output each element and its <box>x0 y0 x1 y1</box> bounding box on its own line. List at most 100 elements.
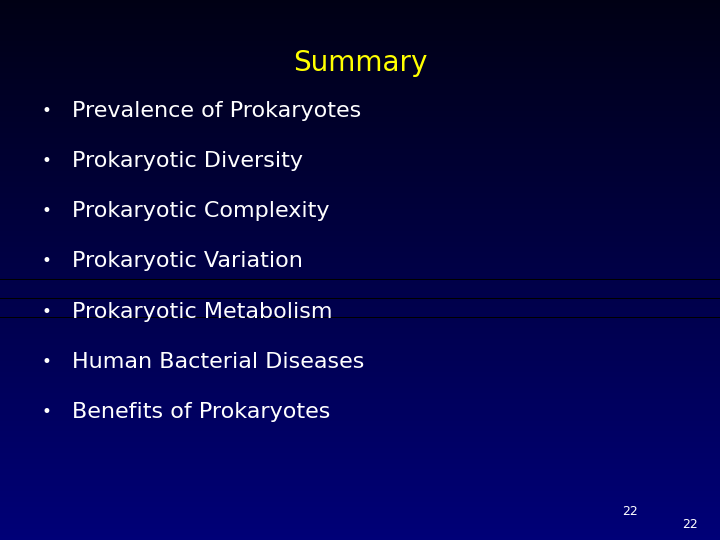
Bar <box>0 526 720 529</box>
Bar <box>0 92 720 95</box>
Bar <box>0 106 720 109</box>
Bar <box>0 30 720 32</box>
Bar <box>0 445 720 448</box>
Text: •: • <box>42 152 52 170</box>
Bar <box>0 500 720 502</box>
Bar <box>0 152 720 154</box>
Bar <box>0 502 720 505</box>
Bar <box>0 204 720 206</box>
Bar <box>0 469 720 472</box>
Bar <box>0 63 720 65</box>
Bar <box>0 355 720 358</box>
Bar <box>0 421 720 423</box>
Bar <box>0 22 720 24</box>
Bar <box>0 100 720 103</box>
Bar <box>0 480 720 483</box>
Bar <box>0 122 720 125</box>
Bar <box>0 350 720 353</box>
Bar <box>0 24 720 27</box>
Bar <box>0 437 720 440</box>
Bar <box>0 154 720 157</box>
Bar <box>0 336 720 339</box>
Bar <box>0 109 720 111</box>
Bar <box>0 532 720 535</box>
Bar <box>0 239 720 241</box>
Bar <box>0 117 720 119</box>
Bar <box>0 529 720 532</box>
Bar <box>0 258 720 260</box>
Bar <box>0 486 720 489</box>
Bar <box>0 415 720 418</box>
Bar <box>0 179 720 182</box>
Bar <box>0 508 720 510</box>
Bar <box>0 440 720 442</box>
Bar <box>0 57 720 60</box>
Bar <box>0 244 720 247</box>
Bar <box>0 220 720 222</box>
Bar <box>0 60 720 63</box>
Bar <box>0 241 720 244</box>
Text: Prokaryotic Variation: Prokaryotic Variation <box>72 251 303 272</box>
Bar <box>0 182 720 185</box>
Bar <box>0 402 720 404</box>
Bar <box>0 209 720 212</box>
Bar <box>0 293 720 296</box>
Bar <box>0 442 720 445</box>
Bar <box>0 410 720 413</box>
Bar <box>0 374 720 377</box>
Bar <box>0 285 720 288</box>
Bar <box>0 431 720 434</box>
Bar <box>0 136 720 138</box>
Bar <box>0 212 720 214</box>
Bar <box>0 130 720 133</box>
Bar <box>0 461 720 464</box>
Bar <box>0 347 720 350</box>
Bar <box>0 82 720 84</box>
Bar <box>0 174 720 177</box>
Bar <box>0 282 720 285</box>
Bar <box>0 43 720 46</box>
Text: Prevalence of Prokaryotes: Prevalence of Prokaryotes <box>72 100 361 121</box>
Bar <box>0 206 720 209</box>
Text: 22: 22 <box>682 518 698 531</box>
Bar <box>0 49 720 51</box>
Bar <box>0 14 720 16</box>
Bar <box>0 247 720 249</box>
Bar <box>0 483 720 485</box>
Bar <box>0 334 720 336</box>
Bar <box>0 98 720 100</box>
Bar <box>0 394 720 396</box>
Bar <box>0 236 720 239</box>
Bar <box>0 477 720 480</box>
Bar <box>0 399 720 402</box>
Bar <box>0 291 720 293</box>
Bar <box>0 55 720 57</box>
Bar <box>0 87 720 90</box>
Bar <box>0 323 720 326</box>
Bar <box>0 318 720 320</box>
Bar <box>0 19 720 22</box>
Text: Prokaryotic Complexity: Prokaryotic Complexity <box>72 201 330 221</box>
Bar <box>0 185 720 187</box>
Bar <box>0 413 720 415</box>
Bar <box>0 171 720 174</box>
Bar <box>0 146 720 149</box>
Bar <box>0 518 720 521</box>
Bar <box>0 296 720 299</box>
Text: Prokaryotic Metabolism: Prokaryotic Metabolism <box>72 301 333 322</box>
Bar <box>0 320 720 323</box>
Bar <box>0 467 720 469</box>
Bar <box>0 505 720 508</box>
Text: Summary: Summary <box>293 49 427 77</box>
Bar <box>0 423 720 426</box>
Bar <box>0 537 720 540</box>
Bar <box>0 269 720 272</box>
Bar <box>0 228 720 231</box>
Bar <box>0 345 720 347</box>
Bar <box>0 383 720 386</box>
Bar <box>0 358 720 361</box>
Bar <box>0 201 720 204</box>
Bar <box>0 95 720 98</box>
Bar <box>0 168 720 171</box>
Bar <box>0 331 720 334</box>
